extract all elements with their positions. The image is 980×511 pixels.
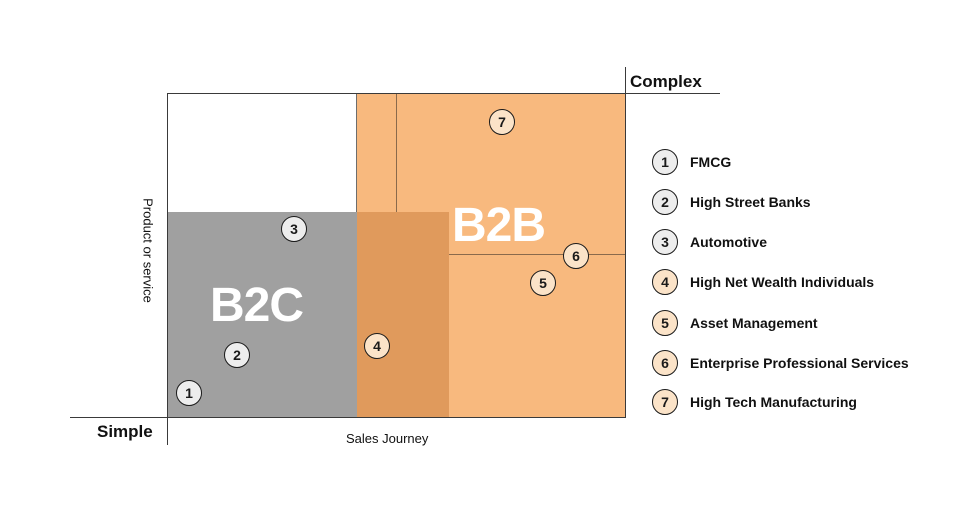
right-axis-line [625, 67, 626, 418]
overlap-region [357, 212, 449, 417]
legend-marker: 2 [652, 189, 678, 215]
legend-marker: 3 [652, 229, 678, 255]
y-axis-title: Product or service [140, 198, 156, 303]
marker-5: 5 [530, 270, 556, 296]
divider-line [356, 93, 357, 212]
legend-label: FMCG [690, 154, 732, 170]
legend-marker: 7 [652, 389, 678, 415]
marker-6: 6 [563, 243, 589, 269]
legend-item: 1 FMCG [652, 148, 731, 176]
divider-line [396, 93, 397, 212]
legend-item: 6 Enterprise Professional Services [652, 349, 909, 377]
legend-label: Asset Management [690, 315, 818, 331]
legend-label: High Street Banks [690, 194, 811, 210]
legend-label: High Net Wealth Individuals [690, 274, 875, 290]
legend-item: 7 High Tech Manufacturing [652, 388, 857, 416]
complex-axis-label: Complex [630, 72, 702, 91]
marker-3: 3 [281, 216, 307, 242]
b2b-label: B2B [452, 199, 546, 252]
x-axis-title: Sales Journey [346, 431, 429, 446]
legend-marker: 4 [652, 269, 678, 295]
y-axis-line [167, 93, 168, 445]
top-axis-line [167, 93, 720, 94]
legend-item: 5 Asset Management [652, 309, 818, 337]
legend-marker: 6 [652, 350, 678, 376]
legend-marker: 5 [652, 310, 678, 336]
divider-line [449, 254, 625, 255]
marker-1: 1 [176, 380, 202, 406]
legend-item: 4 High Net Wealth Individuals [652, 268, 874, 296]
legend-item: 3 Automotive [652, 228, 767, 256]
b2c-region [168, 212, 357, 417]
marker-4: 4 [364, 333, 390, 359]
legend-label: Automotive [690, 234, 767, 250]
legend-label: High Tech Manufacturing [690, 394, 857, 410]
x-axis-line [70, 417, 626, 418]
marker-7: 7 [489, 109, 515, 135]
legend-label: Enterprise Professional Services [690, 355, 909, 371]
b2c-label: B2C [210, 279, 304, 332]
legend-item: 2 High Street Banks [652, 188, 811, 216]
marker-2: 2 [224, 342, 250, 368]
simple-axis-label: Simple [97, 422, 153, 441]
legend-marker: 1 [652, 149, 678, 175]
